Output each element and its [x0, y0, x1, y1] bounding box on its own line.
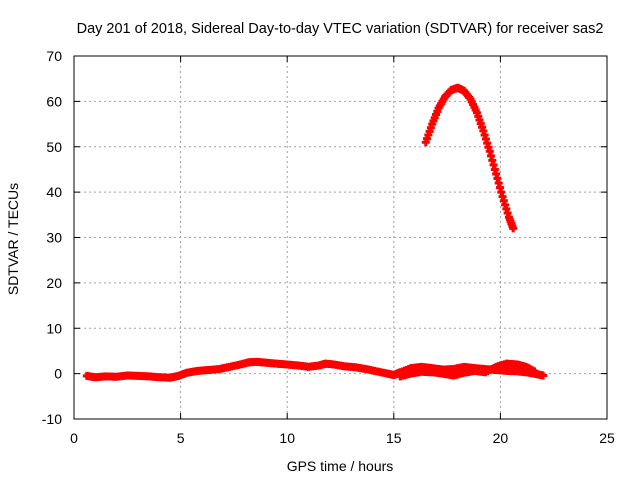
y-tick-label: 40: [46, 184, 62, 200]
y-tick-labels: -10 0 10 20 30 40 50 60 70: [42, 48, 62, 427]
y-tick-label: 50: [46, 139, 62, 155]
x-tick-label: 10: [279, 430, 295, 446]
data-point: [509, 224, 518, 233]
chart-title: Day 201 of 2018, Sidereal Day-to-day VTE…: [77, 21, 604, 37]
y-tick-label: 30: [46, 230, 62, 246]
x-tick-label: 20: [493, 430, 509, 446]
y-tick-label: 0: [54, 366, 62, 382]
data-points: [82, 83, 548, 382]
grid-lines: [74, 56, 607, 419]
y-axis-label: SDTVAR / TECUs: [5, 183, 21, 295]
x-axis-label: GPS time / hours: [287, 458, 394, 474]
y-tick-label: 60: [46, 93, 62, 109]
y-tick-label: -10: [42, 411, 62, 427]
x-tick-label: 0: [70, 430, 78, 446]
x-tick-label: 5: [177, 430, 185, 446]
x-tick-label: 25: [599, 430, 615, 446]
data-point: [539, 371, 548, 380]
data-point: [530, 367, 539, 376]
y-tick-label: 20: [46, 275, 62, 291]
x-tick-labels: 0 5 10 15 20 25: [70, 430, 615, 446]
axis-ticks: [73, 55, 608, 420]
x-tick-label: 15: [386, 430, 402, 446]
y-tick-label: 10: [46, 320, 62, 336]
y-tick-label: 70: [46, 48, 62, 64]
